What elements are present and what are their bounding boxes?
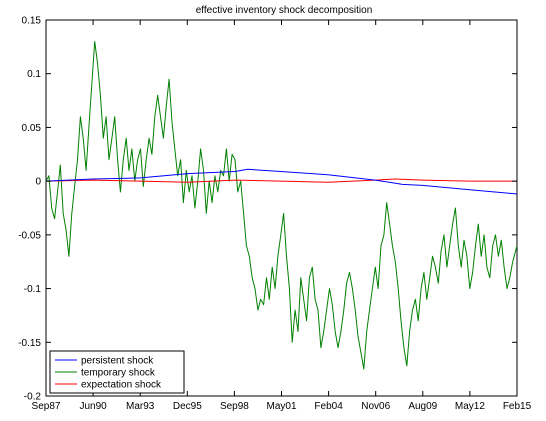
legend-label: temporary shock (81, 368, 156, 379)
y-tick-label: -0.15 (18, 338, 41, 349)
x-tick-label: May01 (266, 401, 296, 412)
x-tick-label: Mar93 (126, 401, 155, 412)
y-axis-ticks: -0.2 -0.15 -0.1 -0.05 0 0.05 0.1 0.15 (18, 16, 517, 403)
y-tick-label: -0.1 (24, 284, 42, 295)
x-tick-label: Sep87 (32, 401, 61, 412)
y-tick-label: 0.1 (27, 69, 41, 80)
plot-frame (45, 19, 518, 397)
legend-label: expectation shock (81, 380, 162, 391)
y-tick-label: 0.15 (22, 16, 42, 27)
x-tick-label: Jun90 (79, 401, 107, 412)
x-tick-label: May12 (455, 401, 485, 412)
x-tick-label: Feb04 (314, 401, 343, 412)
series-line-temporary-shock (45, 41, 518, 370)
chart-title: effective inventory shock decomposition (196, 5, 373, 16)
x-axis-ticks: Sep87 Jun90 Mar93 Dec95 Sep98 May01 Feb04 Nov06… (32, 20, 532, 412)
series-line-expectation-shock (45, 178, 517, 183)
plot-area: -0.2 -0.15 -0.1 -0.05 0 0.05 0.1 0.15 Sep87 Jun9… (18, 16, 531, 413)
y-tick-label: 0 (35, 177, 41, 188)
x-tick-label: Sep98 (220, 401, 249, 412)
legend-label: persistent shock (81, 356, 154, 367)
x-tick-label: Nov06 (361, 401, 390, 412)
x-tick-label: Feb15 (503, 401, 532, 412)
series-line-persistent-shock (45, 168, 518, 195)
y-tick-label: 0.05 (22, 123, 42, 134)
x-tick-label: Dec95 (173, 401, 202, 412)
x-tick-label: Aug09 (408, 401, 437, 412)
y-tick-label: -0.2 (24, 392, 42, 403)
y-tick-label: -0.05 (18, 230, 41, 241)
series-lines (45, 41, 518, 370)
